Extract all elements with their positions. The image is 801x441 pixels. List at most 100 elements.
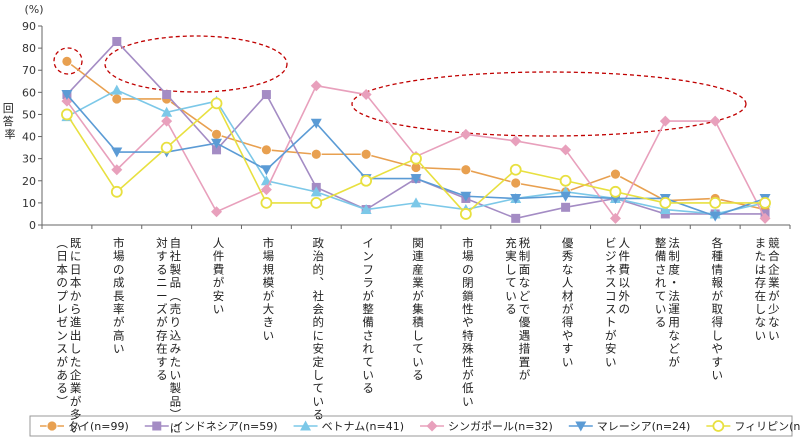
category-label-char: ラ	[362, 276, 374, 290]
category-label-char: 特	[462, 328, 474, 342]
category-label-char: 殊	[462, 342, 474, 356]
category-label-char: 整	[362, 302, 374, 316]
category-label-char: 充	[505, 236, 517, 250]
legend-label: タイ(n=99)	[68, 420, 129, 433]
data-point	[260, 196, 273, 209]
data-point	[211, 128, 222, 140]
category-label-char: す	[156, 355, 168, 369]
category-label: 人件費が安い	[213, 236, 225, 316]
category-label-char: し	[70, 342, 82, 356]
category-label-char: い	[263, 328, 275, 342]
y-tick-label: 30	[22, 153, 36, 166]
category-label-char: 性	[462, 302, 474, 316]
category-label-char: 件	[213, 249, 225, 263]
legend-item: フィリピン(n=20)	[706, 420, 801, 433]
category-label-char: 関	[412, 236, 424, 250]
category-label-line: 対するニーズが存在する	[156, 236, 168, 382]
category-label-char: 込	[170, 328, 182, 342]
category-label-char: フ	[362, 262, 374, 276]
category-label-char: ー	[156, 289, 168, 303]
category-label-char: が	[519, 368, 531, 382]
category-label-char: 企	[768, 262, 780, 276]
category-label-char: た	[170, 355, 182, 369]
category-label-line: 関連産業が集積している	[412, 236, 424, 382]
category-label-char: 製	[170, 262, 182, 276]
category-label-char: 長	[113, 289, 125, 303]
category-label-char: 置	[519, 355, 531, 369]
category-label-char: 費	[213, 262, 225, 276]
category-label-char: 連	[412, 249, 424, 263]
category-label-line: 市場規模が大きい	[263, 236, 275, 342]
category-label-char: る	[505, 302, 517, 316]
y-axis-label-char: 答	[3, 114, 14, 128]
legend-label: インドネシア(n=59)	[173, 420, 278, 433]
data-point	[709, 196, 722, 209]
category-label-char: ︶	[170, 408, 182, 422]
category-label-char: ゼ	[56, 315, 68, 329]
category-label-char: る	[655, 315, 667, 329]
category-label-char: 市	[462, 236, 474, 250]
legend-box	[29, 415, 793, 437]
y-unit-label: (%)	[24, 3, 43, 16]
data-point	[426, 420, 438, 432]
category-label-char: な	[519, 276, 531, 290]
category-label-char: 市	[263, 236, 275, 250]
category-label-char: い	[711, 368, 723, 382]
category-label-char: ト	[605, 315, 617, 329]
category-label-char: が	[605, 328, 617, 342]
data-point	[410, 152, 422, 165]
data-point	[510, 177, 522, 189]
data-point	[560, 191, 572, 202]
category-label-char: の	[618, 302, 630, 316]
category-label-char: 費	[618, 262, 630, 276]
data-point	[410, 174, 422, 185]
category-label-char: ン	[362, 249, 374, 263]
data-point	[659, 204, 671, 215]
category-label-char: い	[362, 368, 374, 382]
category-label-char: 定	[313, 355, 325, 369]
category-label-char: な	[562, 262, 574, 276]
category-label-char: い	[505, 289, 517, 303]
category-label-char: い	[768, 328, 780, 342]
data-point	[709, 211, 721, 222]
data-point	[112, 36, 122, 46]
category-label-char: 日	[56, 249, 68, 263]
category-label-char: 鎖	[462, 289, 474, 303]
category-label-char: 実	[505, 249, 517, 263]
category-label-char: あ	[56, 368, 68, 382]
category-label-line: 人件費が安い	[213, 236, 225, 316]
category-label-char: り	[170, 315, 182, 329]
category-label-char: が	[462, 368, 474, 382]
y-tick-label: 50	[22, 108, 36, 121]
category-label-char: て	[313, 381, 325, 395]
y-tick-label: 80	[22, 42, 36, 55]
category-label-char: ら	[70, 302, 82, 316]
category-label-char: ビ	[605, 236, 617, 250]
category-label-char: や	[711, 342, 723, 356]
category-label-char: ど	[668, 342, 680, 356]
category-label-char: 率	[113, 302, 125, 316]
series-line	[66, 60, 766, 211]
data-point	[709, 115, 721, 127]
category-label-char: 整	[655, 236, 667, 250]
category-label-char: 的	[313, 262, 325, 276]
category-label-char: 少	[768, 302, 780, 316]
category-label-char: 積	[412, 315, 424, 329]
category-label-char: が	[562, 302, 574, 316]
legend-item: インドネシア(n=59)	[144, 420, 278, 433]
category-label-line: 競合企業が少ない	[768, 236, 780, 342]
category-label-char: す	[156, 249, 168, 263]
legend: タイ(n=99) インドネシア(n=59) ベトナム(n=41) シンガポール(n=3…	[29, 415, 801, 437]
category-label-char: さ	[362, 328, 374, 342]
category-label-line: 人件費以外の	[618, 236, 630, 316]
category-label-char: に	[170, 421, 182, 435]
category-label-char: 税	[519, 236, 531, 250]
category-label-char: 場	[462, 249, 474, 263]
category-label-char: い	[170, 368, 182, 382]
category-label-char: 治	[313, 249, 325, 263]
category-label-char: コ	[605, 289, 617, 303]
category-label-char: 秀	[562, 249, 574, 263]
